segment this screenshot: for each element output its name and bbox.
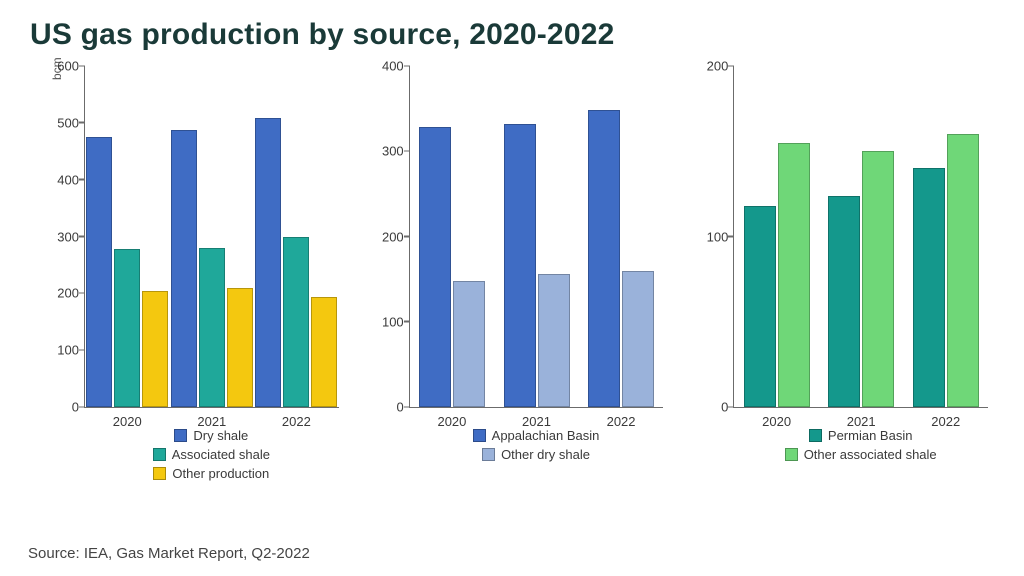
x-tick-label: 2021 xyxy=(197,414,226,429)
bars-area xyxy=(410,66,664,407)
legend-item: Dry shale xyxy=(174,428,248,443)
bar xyxy=(283,237,309,408)
legend-swatch xyxy=(785,448,798,461)
legend: Permian Basin Other associated shale xyxy=(733,428,988,510)
legend-label: Other dry shale xyxy=(501,447,590,462)
bar xyxy=(744,206,776,407)
bar xyxy=(828,196,860,407)
bar xyxy=(504,124,536,407)
y-tick-label: 300 xyxy=(39,229,79,244)
plot-area: 0100200202020212022 xyxy=(733,66,988,408)
legend-item: Other dry shale xyxy=(482,447,590,462)
bar xyxy=(311,297,337,407)
x-tick-label: 2020 xyxy=(113,414,142,429)
legend-item: Appalachian Basin xyxy=(473,428,600,443)
legend-label: Permian Basin xyxy=(828,428,913,443)
y-tick-label: 300 xyxy=(364,144,404,159)
y-tick-label: 200 xyxy=(39,286,79,301)
legend-item: Associated shale xyxy=(153,447,270,462)
y-tick-label: 0 xyxy=(39,400,79,415)
legend-swatch xyxy=(482,448,495,461)
y-tick-label: 400 xyxy=(39,172,79,187)
bars-area xyxy=(734,66,988,407)
legend-label: Other production xyxy=(172,466,269,481)
legend: Dry shale Associated shale Other productio… xyxy=(84,428,339,510)
legend-swatch xyxy=(174,429,187,442)
legend-item: Other associated shale xyxy=(785,447,937,462)
bar xyxy=(255,118,281,407)
chart-panel-2: 0100200202020212022Permian BasinOther as… xyxy=(677,58,996,518)
y-tick-label: 600 xyxy=(39,59,79,74)
bar xyxy=(588,110,620,407)
bar xyxy=(862,151,894,407)
legend: Appalachian Basin Other dry shale xyxy=(409,428,664,510)
bar xyxy=(227,288,253,407)
bar xyxy=(419,127,451,407)
charts-row: bcm0100200300400500600202020212022Dry sh… xyxy=(28,58,996,518)
x-tick-label: 2020 xyxy=(437,414,466,429)
y-tick-label: 200 xyxy=(364,229,404,244)
bar xyxy=(86,137,112,407)
source-citation: Source: IEA, Gas Market Report, Q2-2022 xyxy=(28,545,310,562)
bar-group xyxy=(828,151,894,407)
y-tick-label: 100 xyxy=(364,314,404,329)
x-tick-label: 2021 xyxy=(847,414,876,429)
x-tick-label: 2021 xyxy=(522,414,551,429)
bar-group xyxy=(588,110,654,407)
bar-group xyxy=(171,130,253,407)
chart-panel-0: bcm0100200300400500600202020212022Dry sh… xyxy=(28,58,347,518)
y-tick-label: 0 xyxy=(364,400,404,415)
bar-group xyxy=(913,134,979,407)
plot-area: 0100200300400202020212022 xyxy=(409,66,664,408)
y-tick-label: 100 xyxy=(688,229,728,244)
legend-swatch xyxy=(153,467,166,480)
bar xyxy=(913,168,945,407)
legend-swatch xyxy=(473,429,486,442)
bar-group xyxy=(744,143,810,407)
legend-item: Permian Basin xyxy=(809,428,913,443)
y-tick-label: 200 xyxy=(688,59,728,74)
x-tick-label: 2022 xyxy=(607,414,636,429)
x-tick-label: 2022 xyxy=(282,414,311,429)
legend-swatch xyxy=(153,448,166,461)
bar xyxy=(171,130,197,407)
x-tick-label: 2022 xyxy=(931,414,960,429)
bar-group xyxy=(504,124,570,407)
x-tick-label: 2020 xyxy=(762,414,791,429)
y-tick-label: 400 xyxy=(364,59,404,74)
page-title: US gas production by source, 2020-2022 xyxy=(30,18,996,52)
bar-group xyxy=(255,118,337,407)
y-tick-label: 0 xyxy=(688,400,728,415)
bar xyxy=(778,143,810,407)
page-root: US gas production by source, 2020-2022 b… xyxy=(0,0,1024,576)
bar xyxy=(453,281,485,407)
legend-swatch xyxy=(809,429,822,442)
bar xyxy=(199,248,225,407)
bar-group xyxy=(419,127,485,407)
bar xyxy=(538,274,570,407)
legend-label: Other associated shale xyxy=(804,447,937,462)
y-tick-label: 100 xyxy=(39,343,79,358)
bar xyxy=(947,134,979,407)
plot-area: 0100200300400500600202020212022 xyxy=(84,66,339,408)
legend-label: Associated shale xyxy=(172,447,270,462)
bar-group xyxy=(86,137,168,407)
legend-label: Appalachian Basin xyxy=(492,428,600,443)
chart-panel-1: 0100200300400202020212022Appalachian Bas… xyxy=(353,58,672,518)
bar xyxy=(114,249,140,407)
legend-label: Dry shale xyxy=(193,428,248,443)
y-tick-label: 500 xyxy=(39,115,79,130)
bars-area xyxy=(85,66,339,407)
legend-item: Other production xyxy=(153,466,269,481)
bar xyxy=(142,291,168,408)
bar xyxy=(622,271,654,407)
